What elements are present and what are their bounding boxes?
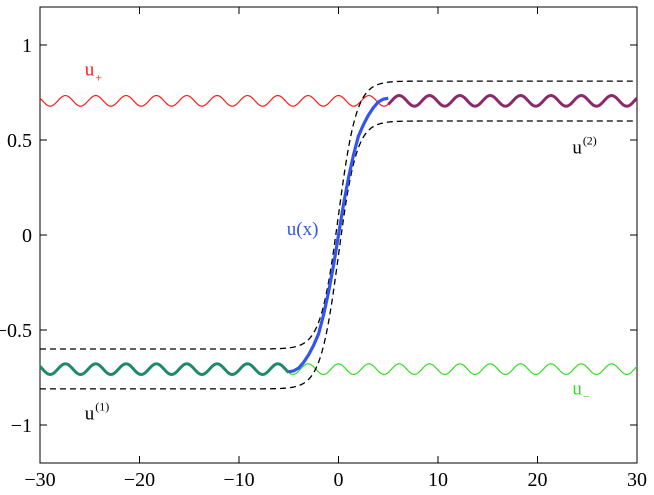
annotation-u2: u (2) [572,133,597,158]
annotation-u_plus: u + [85,59,103,84]
y-tick-label: 0.5 [7,130,32,152]
annotation-u2-superscript: (2) [583,133,597,147]
y-tick-label: 1 [22,35,32,57]
series-bound-high-line [40,80,637,350]
annotation-u1: u (1) [85,399,110,424]
annotation-ux: u(x) [287,219,319,240]
series-layer [38,80,639,390]
series-left-overlay-line [38,362,290,376]
x-tick-label: 0 [334,469,344,491]
y-tick-label: −0.5 [0,320,32,342]
x-tick-label: 30 [627,469,647,491]
y-tick-label: 0 [22,225,32,247]
annotation-u_plus-subscript: + [95,70,102,84]
series-u-line [288,96,389,374]
x-tick-label: 10 [428,469,448,491]
y-tick-label: −1 [11,415,32,437]
series-right-overlay-line [387,94,639,108]
annotation-u_minus-text: u [572,379,582,400]
x-tick-label: −10 [223,469,254,491]
x-tick-label: −30 [24,469,55,491]
annotations: u +u (2)u(x)u (1)u − [85,59,597,424]
axis-ticks: −30 −20 −10 0 10 20 30 −1 −0.5 0 0.5 1 [0,7,647,491]
annotation-u2-text: u [572,137,582,158]
series-bound-low-line [40,120,637,390]
annotation-u1-text: u [85,403,95,424]
annotation-u1-superscript: (1) [95,399,109,413]
x-tick-label: 20 [528,469,548,491]
annotation-u_minus: u − [572,379,590,404]
x-tick-label: −20 [124,469,155,491]
annotation-ux-text: u(x) [287,219,319,240]
annotation-u_minus-subscript: − [583,390,590,404]
annotation-u_plus-text: u [85,59,95,80]
